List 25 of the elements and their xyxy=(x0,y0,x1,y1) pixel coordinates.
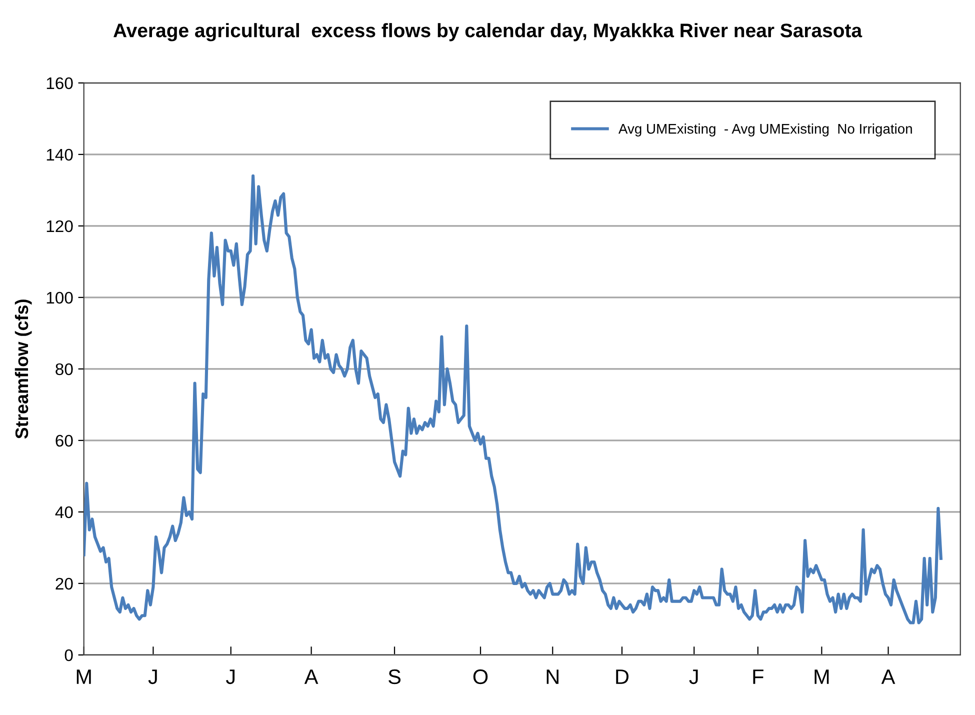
y-tick-label: 60 xyxy=(56,434,73,447)
x-tick-label: J xyxy=(148,670,157,684)
y-tick-label: 20 xyxy=(56,578,73,590)
y-axis-title: Streamflow (cfs) xyxy=(14,300,32,439)
legend-label: Avg UMExisting - Avg UMExisting No Irrigation xyxy=(618,124,912,136)
x-tick-label: M xyxy=(814,670,829,684)
x-tick-label: J xyxy=(689,670,698,684)
y-tick-label: 120 xyxy=(46,220,73,232)
y-tick-label: 140 xyxy=(46,148,73,161)
chart-title: Average agricultural excess flows by calendar day, Myakkka River near Sarasota xyxy=(114,23,862,42)
x-tick-label: D xyxy=(616,670,628,684)
x-tick-label: O xyxy=(473,669,488,684)
x-tick-label: F xyxy=(753,670,764,684)
x-tick-label: A xyxy=(881,670,896,684)
x-tick-label: S xyxy=(388,669,401,684)
x-tick-label: A xyxy=(304,670,318,684)
y-tick-label: 0 xyxy=(64,649,73,662)
line-series xyxy=(84,174,942,624)
x-tick-label: N xyxy=(546,670,558,684)
x-tick-label: M xyxy=(76,670,91,684)
x-tick-label: J xyxy=(226,670,235,684)
y-tick-label: 160 xyxy=(46,77,73,90)
y-tick-label: 100 xyxy=(46,292,73,304)
y-tick-label: 80 xyxy=(56,363,73,376)
y-tick-label: 40 xyxy=(55,506,73,518)
